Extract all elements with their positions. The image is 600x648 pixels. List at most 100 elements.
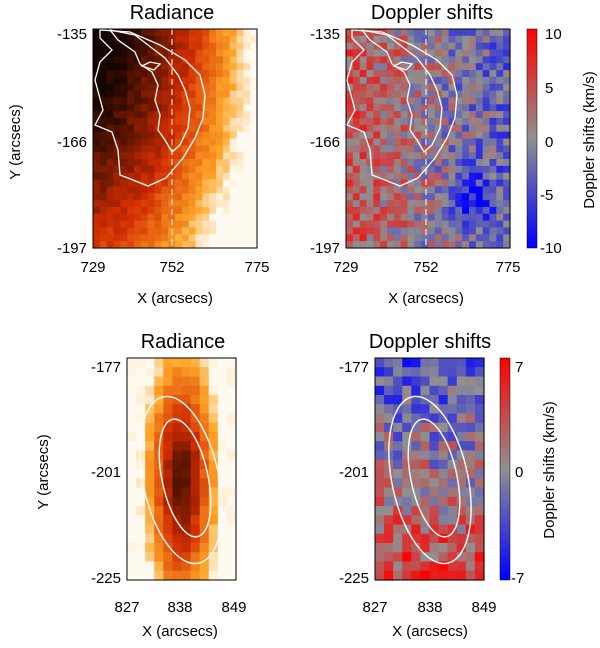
image-pixel	[387, 70, 395, 78]
image-pixel	[380, 159, 388, 167]
image-pixel	[359, 35, 368, 44]
image-pixel	[352, 159, 361, 167]
image-pixel	[447, 561, 458, 572]
image-pixel	[208, 515, 219, 526]
image-pixel	[407, 179, 415, 187]
image-pixel	[393, 35, 402, 44]
image-pixel	[106, 90, 115, 99]
image-pixel	[380, 213, 388, 222]
image-pixel	[359, 90, 368, 99]
image-pixel	[172, 450, 183, 461]
image-pixel	[489, 97, 497, 105]
image-pixel	[393, 145, 402, 153]
image-pixel	[127, 395, 137, 405]
y-axis-label: Y (arcsecs)	[7, 104, 24, 180]
image-pixel	[441, 241, 450, 249]
image-pixel	[455, 138, 463, 146]
image-pixel	[154, 543, 164, 553]
image-pixel	[380, 220, 388, 229]
image-pixel	[222, 138, 231, 146]
image-pixel	[99, 165, 108, 174]
image-pixel	[250, 193, 258, 201]
image-pixel	[352, 104, 361, 112]
image-pixel	[475, 111, 484, 119]
image-pixel	[414, 83, 422, 92]
image-pixel	[448, 83, 456, 92]
image-pixel	[202, 220, 210, 229]
image-pixel	[216, 131, 224, 140]
image-pixel	[384, 515, 394, 526]
image-pixel	[441, 220, 450, 229]
image-pixel	[482, 234, 491, 242]
image-pixel	[456, 506, 467, 516]
image-pixel	[462, 165, 470, 174]
image-pixel	[407, 76, 415, 85]
image-pixel	[106, 165, 115, 174]
image-pixel	[447, 459, 458, 470]
image-pixel	[181, 543, 192, 553]
image-pixel	[375, 552, 385, 563]
image-pixel	[421, 220, 429, 229]
image-pixel	[175, 186, 183, 194]
image-pixel	[226, 404, 237, 415]
image-pixel	[202, 90, 210, 99]
image-pixel	[447, 413, 458, 424]
image-pixel	[147, 83, 156, 92]
image-pixel	[462, 206, 470, 215]
image-pixel	[465, 450, 476, 461]
image-pixel	[161, 104, 169, 112]
image-pixel	[127, 131, 135, 140]
image-pixel	[202, 83, 210, 92]
image-pixel	[136, 552, 146, 563]
image-pixel	[172, 441, 183, 452]
x-axis-label: X (arcsecs)	[142, 623, 218, 640]
image-pixel	[147, 56, 156, 64]
image-pixel	[414, 227, 422, 235]
image-pixel	[127, 104, 135, 112]
image-pixel	[359, 206, 368, 215]
image-pixel	[188, 70, 197, 78]
image-pixel	[414, 213, 422, 222]
image-pixel	[387, 193, 395, 201]
image-pixel	[359, 124, 368, 133]
image-pixel	[429, 543, 440, 553]
image-pixel	[482, 97, 491, 105]
image-pixel	[455, 63, 463, 71]
image-pixel	[147, 165, 156, 174]
image-pixel	[352, 90, 361, 99]
image-pixel	[127, 90, 135, 99]
image-pixel	[195, 56, 203, 64]
image-pixel	[202, 165, 210, 174]
image-pixel	[434, 29, 443, 37]
image-pixel	[411, 385, 422, 396]
image-pixel	[475, 200, 484, 208]
image-pixel	[190, 413, 201, 424]
image-pixel	[134, 29, 142, 37]
image-pixel	[154, 138, 162, 146]
image-pixel	[462, 159, 470, 167]
image-pixel	[202, 124, 210, 133]
image-pixel	[434, 193, 443, 201]
image-pixel	[163, 367, 174, 378]
image-pixel	[222, 159, 231, 167]
image-pixel	[209, 63, 217, 71]
image-pixel	[175, 152, 183, 160]
image-pixel	[202, 63, 210, 71]
image-pixel	[216, 83, 224, 92]
image-pixel	[175, 56, 183, 64]
image-pixel	[175, 145, 183, 153]
image-pixel	[428, 56, 436, 64]
image-pixel	[387, 220, 395, 229]
image-pixel	[489, 138, 497, 146]
image-pixel	[229, 131, 238, 140]
image-pixel	[469, 186, 477, 194]
image-pixel	[448, 241, 456, 249]
image-pixel	[462, 200, 470, 208]
image-pixel	[136, 478, 146, 489]
image-pixel	[496, 138, 504, 146]
image-pixel	[147, 35, 156, 44]
image-pixel	[195, 29, 203, 37]
image-pixel	[428, 104, 436, 112]
image-pixel	[407, 186, 415, 194]
image-pixel	[346, 90, 354, 99]
